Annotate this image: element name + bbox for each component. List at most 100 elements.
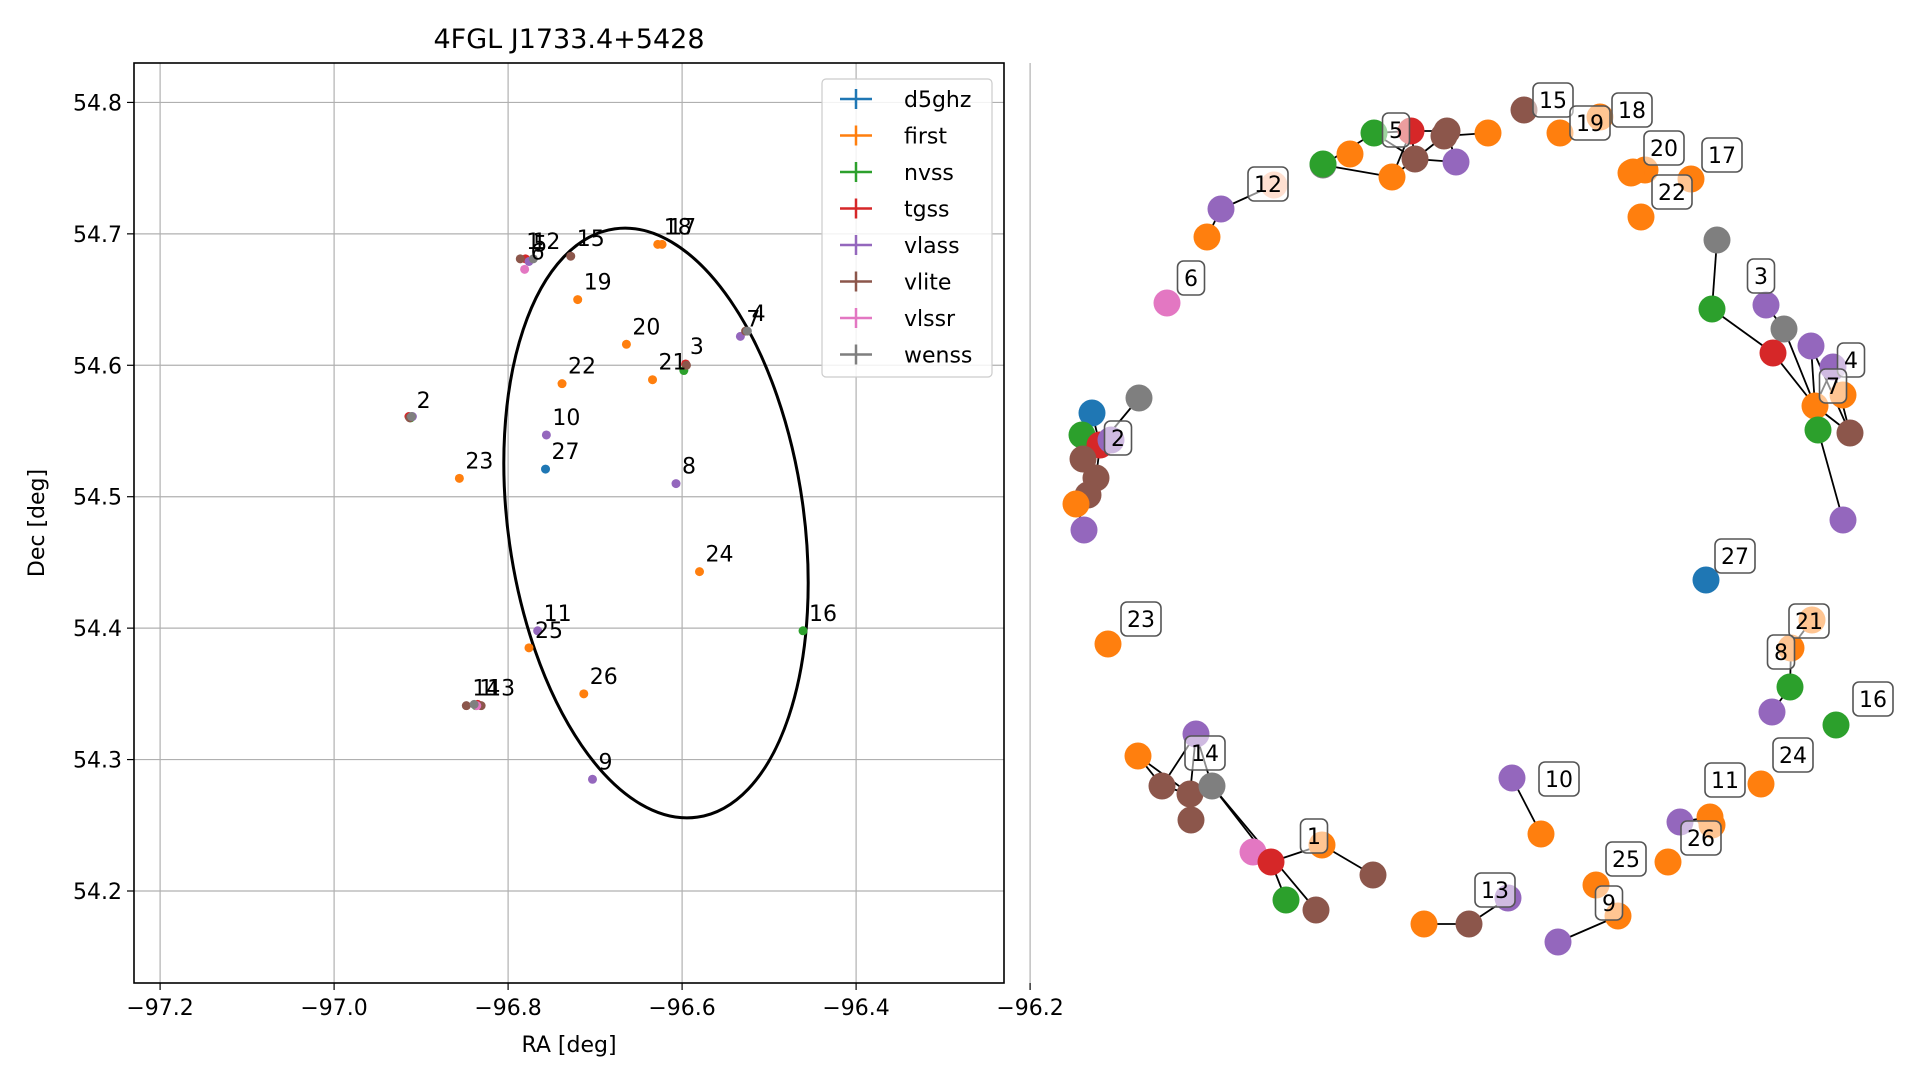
y-tick-label: 54.6: [73, 354, 122, 379]
network-node: [1302, 896, 1330, 924]
network-label: 9: [1602, 892, 1616, 917]
point-wenss: [528, 254, 538, 264]
x-tick-label: −96.6: [648, 996, 715, 1021]
legend-label: d5ghz: [904, 88, 971, 113]
network-label: 17: [1708, 144, 1736, 169]
network-label: 27: [1721, 545, 1749, 570]
y-tick-label: 54.8: [73, 91, 122, 116]
network-label-box: [1852, 681, 1894, 717]
network-node: [1359, 861, 1387, 889]
x-tick-label: −96.2: [996, 996, 1063, 1021]
network-node: [1759, 339, 1787, 367]
x-axis-ticks: −97.2 −97.0 −96.8 −96.6 −96.4 −96.2: [126, 983, 1064, 1021]
point-vlite: [515, 254, 525, 264]
network-node: [1776, 673, 1804, 701]
point-label: 5: [533, 232, 547, 257]
network-node: [1442, 148, 1470, 176]
network-node: [1804, 416, 1832, 444]
network-label-box: [1381, 112, 1411, 148]
point-vlite: [461, 701, 471, 711]
network-node: [1510, 96, 1538, 124]
point-label: 10: [552, 406, 580, 431]
network-node: [1360, 119, 1388, 147]
network-node: [1401, 145, 1429, 173]
point-nvss: [798, 626, 808, 636]
network-node: [1124, 742, 1152, 770]
network-label: 13: [1481, 879, 1509, 904]
point-vlass: [671, 479, 681, 489]
network-label: 18: [1618, 99, 1646, 124]
network-label: 4: [1844, 349, 1858, 374]
point-wenss: [469, 699, 479, 709]
network-node: [1207, 195, 1235, 223]
point-vlite: [566, 251, 576, 261]
network-node: [1758, 698, 1786, 726]
point-label: 7: [746, 307, 760, 332]
point-first: [557, 379, 567, 389]
point-wenss: [742, 326, 752, 336]
point-first: [621, 339, 631, 349]
point-vlass: [587, 774, 597, 784]
network-label: 16: [1859, 688, 1887, 713]
network-label-box: [1594, 885, 1624, 921]
point-label: 24: [706, 543, 734, 568]
network-label: 8: [1774, 641, 1788, 666]
network-node: [1094, 630, 1122, 658]
error-ellipse: [502, 226, 810, 820]
network-label: 26: [1687, 827, 1715, 852]
point-label: 20: [632, 315, 660, 340]
network-node: [1544, 928, 1572, 956]
network-label-box: [1103, 420, 1133, 456]
point-label: 6: [531, 240, 545, 265]
point-label: 23: [465, 449, 493, 474]
network-label-box: [1474, 872, 1516, 908]
legend-label: tgss: [904, 198, 950, 223]
point-first: [657, 239, 667, 249]
point-label: 2: [417, 389, 431, 414]
y-axis-label: Dec [deg]: [25, 469, 50, 577]
legend-label: vlite: [904, 271, 951, 296]
point-label: 26: [590, 665, 618, 690]
legend-label: first: [904, 125, 947, 150]
network-node: [1193, 223, 1221, 251]
point-label: 27: [552, 440, 580, 465]
network-label-box: [1184, 735, 1226, 771]
point-vlass: [533, 626, 543, 636]
network-label-box: [1247, 166, 1289, 202]
x-axis-label: RA [deg]: [521, 1033, 616, 1058]
point-label: 18: [664, 215, 692, 240]
network-label-box: [1538, 761, 1580, 797]
point-label: 19: [584, 271, 612, 296]
point-label: 13: [487, 677, 515, 702]
y-tick-label: 54.5: [73, 486, 122, 511]
legend-label: vlass: [904, 234, 960, 259]
point-label: 21: [659, 351, 687, 376]
network-label: 7: [1826, 375, 1840, 400]
point-label: 15: [577, 227, 605, 252]
point-label: 9: [598, 750, 612, 775]
network-node: [1070, 516, 1098, 544]
network-node: [1272, 886, 1300, 914]
network-node: [1148, 772, 1176, 800]
network-label-box: [1701, 137, 1743, 173]
network-node: [1752, 291, 1780, 319]
legend: d5ghz first nvss tgss vlass vlite vlssr wenss: [821, 78, 993, 378]
point-first: [573, 295, 583, 305]
network-node: [1627, 203, 1655, 231]
network-node: [1829, 506, 1857, 534]
network-label: 10: [1545, 768, 1573, 793]
point-label: 4: [752, 302, 766, 327]
network-label-box: [1120, 601, 1162, 637]
point-vlass: [541, 430, 551, 440]
network-node: [1498, 764, 1526, 792]
point-label: 22: [568, 355, 596, 380]
point-label: 1: [526, 230, 540, 255]
network-label: 14: [1191, 742, 1219, 767]
network-node: [1430, 122, 1458, 150]
point-first: [524, 643, 534, 653]
network-node: [1257, 848, 1285, 876]
network-node: [1617, 159, 1645, 187]
